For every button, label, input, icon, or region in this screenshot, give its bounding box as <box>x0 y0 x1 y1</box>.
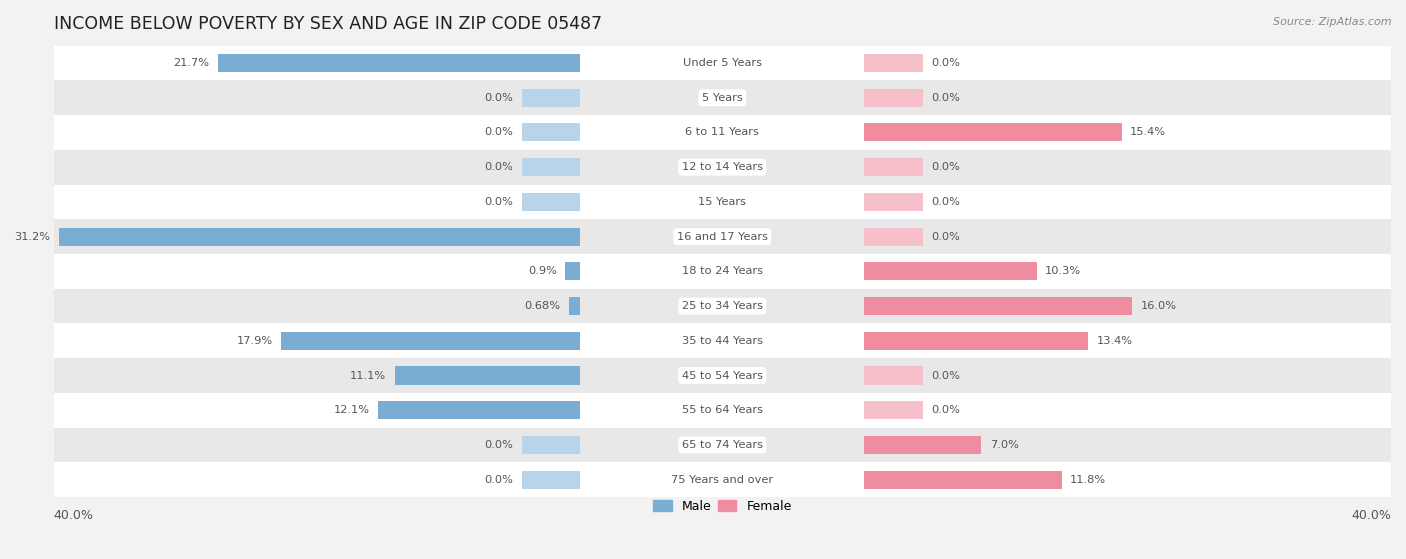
Bar <box>59 228 581 245</box>
Bar <box>865 158 922 176</box>
Bar <box>865 297 1132 315</box>
Bar <box>865 262 1036 281</box>
Bar <box>865 124 1122 141</box>
Bar <box>53 254 1391 288</box>
Bar <box>865 436 981 454</box>
Bar <box>865 89 922 107</box>
Bar <box>395 367 581 385</box>
Text: 45 to 54 Years: 45 to 54 Years <box>682 371 763 381</box>
Bar <box>522 124 581 141</box>
Bar <box>53 288 1391 324</box>
Text: 40.0%: 40.0% <box>53 509 94 522</box>
Text: 5 Years: 5 Years <box>702 93 742 103</box>
Text: 18 to 24 Years: 18 to 24 Years <box>682 266 763 276</box>
Text: 6 to 11 Years: 6 to 11 Years <box>685 127 759 138</box>
Bar <box>53 150 1391 184</box>
Text: 0.0%: 0.0% <box>931 93 960 103</box>
Text: 0.0%: 0.0% <box>485 475 513 485</box>
Bar <box>865 54 922 72</box>
Text: 0.0%: 0.0% <box>931 371 960 381</box>
Text: 0.0%: 0.0% <box>485 197 513 207</box>
Bar <box>53 115 1391 150</box>
Bar <box>865 367 922 385</box>
Bar <box>865 471 1062 489</box>
Text: 55 to 64 Years: 55 to 64 Years <box>682 405 763 415</box>
Text: 7.0%: 7.0% <box>990 440 1019 450</box>
Text: 21.7%: 21.7% <box>173 58 209 68</box>
Text: 31.2%: 31.2% <box>14 231 51 241</box>
Bar <box>569 297 581 315</box>
Bar <box>565 262 581 281</box>
Text: 0.0%: 0.0% <box>485 93 513 103</box>
Bar <box>53 393 1391 428</box>
Bar <box>53 358 1391 393</box>
Text: 15.4%: 15.4% <box>1130 127 1166 138</box>
Bar <box>53 462 1391 497</box>
Bar <box>53 46 1391 80</box>
Text: 0.0%: 0.0% <box>931 162 960 172</box>
Bar <box>281 332 581 350</box>
Text: 0.0%: 0.0% <box>931 405 960 415</box>
Text: 11.8%: 11.8% <box>1070 475 1107 485</box>
Bar <box>865 193 922 211</box>
Text: 11.1%: 11.1% <box>350 371 387 381</box>
Bar <box>865 228 922 245</box>
Text: 15 Years: 15 Years <box>699 197 747 207</box>
Text: 0.0%: 0.0% <box>485 440 513 450</box>
Bar <box>53 324 1391 358</box>
Text: 35 to 44 Years: 35 to 44 Years <box>682 336 763 346</box>
Bar <box>53 219 1391 254</box>
Text: 0.0%: 0.0% <box>931 197 960 207</box>
Text: 40.0%: 40.0% <box>1351 509 1391 522</box>
Text: 16.0%: 16.0% <box>1140 301 1177 311</box>
Text: 12 to 14 Years: 12 to 14 Years <box>682 162 763 172</box>
Bar <box>218 54 581 72</box>
Bar <box>522 436 581 454</box>
Bar <box>378 401 581 419</box>
Text: 13.4%: 13.4% <box>1097 336 1133 346</box>
Text: 0.0%: 0.0% <box>931 231 960 241</box>
Text: 0.0%: 0.0% <box>485 162 513 172</box>
Text: 0.0%: 0.0% <box>931 58 960 68</box>
Text: 17.9%: 17.9% <box>236 336 273 346</box>
Text: 10.3%: 10.3% <box>1045 266 1081 276</box>
Legend: Male, Female: Male, Female <box>648 495 797 518</box>
Text: 12.1%: 12.1% <box>333 405 370 415</box>
Text: Under 5 Years: Under 5 Years <box>683 58 762 68</box>
Bar <box>522 193 581 211</box>
Text: 65 to 74 Years: 65 to 74 Years <box>682 440 763 450</box>
Bar <box>522 158 581 176</box>
Bar <box>53 428 1391 462</box>
Text: Source: ZipAtlas.com: Source: ZipAtlas.com <box>1274 17 1392 27</box>
Bar <box>865 401 922 419</box>
Bar <box>865 332 1088 350</box>
Bar <box>522 89 581 107</box>
Bar <box>53 184 1391 219</box>
Text: 75 Years and over: 75 Years and over <box>671 475 773 485</box>
Text: 16 and 17 Years: 16 and 17 Years <box>676 231 768 241</box>
Bar <box>522 471 581 489</box>
Text: 0.9%: 0.9% <box>529 266 557 276</box>
Text: 0.0%: 0.0% <box>485 127 513 138</box>
Bar <box>53 80 1391 115</box>
Text: INCOME BELOW POVERTY BY SEX AND AGE IN ZIP CODE 05487: INCOME BELOW POVERTY BY SEX AND AGE IN Z… <box>53 15 602 33</box>
Text: 0.68%: 0.68% <box>524 301 561 311</box>
Text: 25 to 34 Years: 25 to 34 Years <box>682 301 763 311</box>
